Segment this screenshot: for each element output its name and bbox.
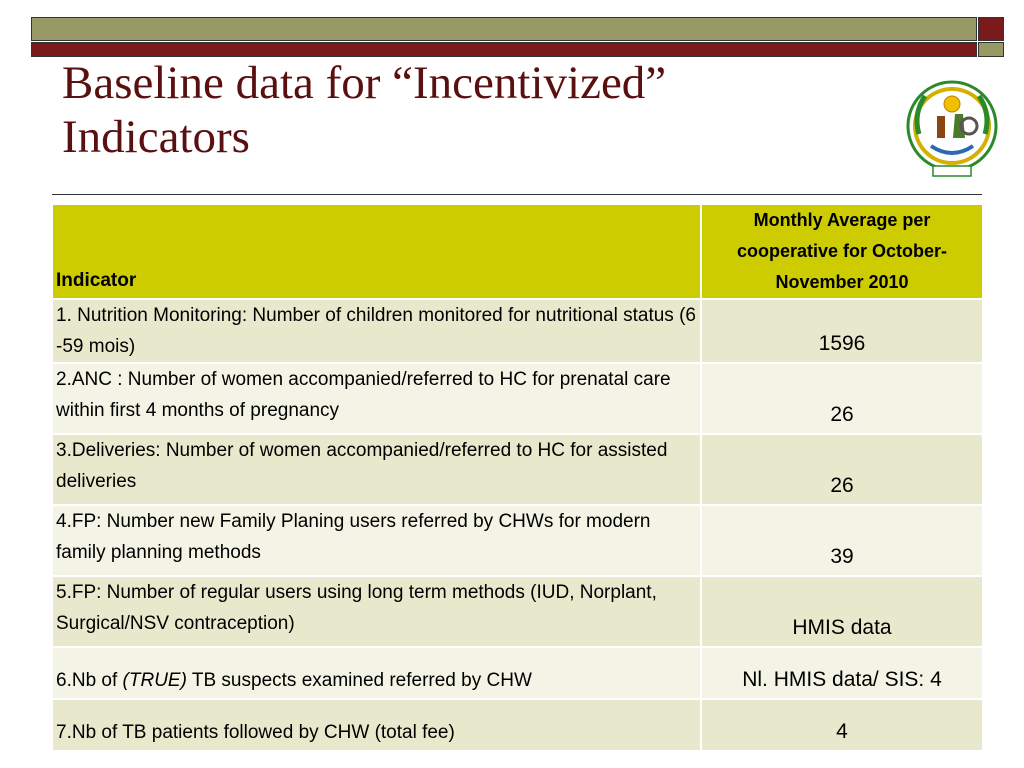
indicator-cell: 6.Nb of (TRUE) TB suspects examined refe… [51, 646, 702, 700]
rwanda-coat-of-arms-icon [906, 80, 998, 177]
top-decor-bar [31, 17, 977, 41]
table-header-row: Indicator Monthly Average per cooperativ… [51, 203, 984, 300]
table-row: 7.Nb of TB patients followed by CHW (tot… [51, 698, 984, 752]
value-cell: HMIS data [700, 575, 984, 648]
top-decor-bar-maroon [31, 42, 977, 57]
corner-decor-maroon [978, 17, 1004, 41]
indicator-cell: 2.ANC : Number of women accompanied/refe… [51, 362, 702, 435]
header-monthly-average: Monthly Average per cooperative for Octo… [700, 203, 984, 300]
value-cell: 26 [700, 362, 984, 435]
indicator-table: Indicator Monthly Average per cooperativ… [51, 203, 984, 752]
corner-decor-olive [978, 42, 1004, 57]
indicator-cell: 1. Nutrition Monitoring: Number of child… [51, 298, 702, 364]
value-cell: 1596 [700, 298, 984, 364]
title-divider [52, 194, 982, 195]
slide-title-line-2: Indicators [62, 111, 250, 163]
table-row: 3.Deliveries: Number of women accompanie… [51, 433, 984, 506]
indicator-cell: 4.FP: Number new Family Planing users re… [51, 504, 702, 577]
value-cell: 4 [700, 698, 984, 752]
slide-title: Baseline data for “Incentivized” Indicat… [62, 56, 842, 164]
slide-title-line-1: Baseline data for “Incentivized” [62, 57, 667, 109]
indicator-cell: 5.FP: Number of regular users using long… [51, 575, 702, 648]
table-row: 6.Nb of (TRUE) TB suspects examined refe… [51, 646, 984, 700]
indicator-text-suffix: TB suspects examined referred by CHW [186, 670, 532, 691]
table-row: 2.ANC : Number of women accompanied/refe… [51, 362, 984, 435]
indicator-text-prefix: 6.Nb of [56, 670, 123, 691]
value-cell: 39 [700, 504, 984, 577]
indicator-cell: 3.Deliveries: Number of women accompanie… [51, 433, 702, 506]
table-row: 5.FP: Number of regular users using long… [51, 575, 984, 648]
indicator-text-emphasis: (TRUE) [122, 670, 187, 691]
value-cell: 26 [700, 433, 984, 506]
indicator-cell: 7.Nb of TB patients followed by CHW (tot… [51, 698, 702, 752]
value-cell: Nl. HMIS data/ SIS: 4 [700, 646, 984, 700]
table-row: 1. Nutrition Monitoring: Number of child… [51, 298, 984, 364]
header-indicator: Indicator [51, 203, 702, 300]
table-row: 4.FP: Number new Family Planing users re… [51, 504, 984, 577]
